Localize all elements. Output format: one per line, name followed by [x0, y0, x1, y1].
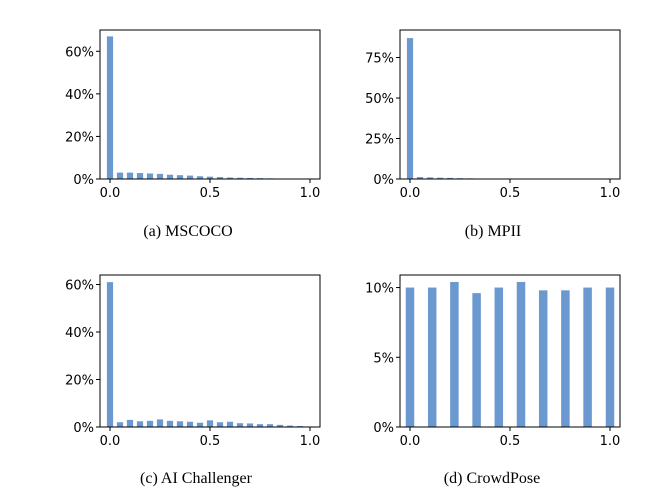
bar	[116, 422, 124, 427]
bar	[226, 421, 234, 427]
bar	[196, 422, 204, 427]
x-tick-label: 0.5	[200, 186, 221, 201]
y-tick-label: 50%	[365, 92, 394, 107]
bar	[156, 419, 164, 427]
bar	[605, 287, 615, 427]
bar	[216, 177, 224, 179]
bar	[583, 287, 592, 427]
subplot-caption: (d) CrowdPose	[444, 470, 540, 487]
subplot-1: 0% 20% 40% 60% 0.0 0.5 1.0 (a) MSCOCO	[65, 29, 321, 240]
y-tick-label: 0%	[373, 421, 394, 436]
plot-frame	[99, 274, 321, 428]
bar	[116, 172, 124, 179]
y-tick-label: 40%	[65, 326, 94, 341]
bar	[166, 174, 174, 179]
bar	[427, 287, 437, 427]
y-tick-label: 20%	[65, 130, 94, 145]
plot-frame	[99, 29, 321, 180]
bar	[186, 421, 194, 427]
bar	[494, 287, 504, 427]
x-tick-label: 1.0	[300, 186, 321, 201]
y-tick-label: 10%	[365, 282, 394, 297]
x-tick-label: 0.0	[100, 434, 121, 449]
bar	[246, 177, 254, 179]
bar	[106, 282, 114, 428]
bar	[561, 290, 570, 427]
bar	[186, 175, 194, 179]
bar	[176, 421, 184, 427]
y-tick-label: 20%	[65, 374, 94, 389]
y-tick-label: 60%	[65, 279, 94, 294]
bar	[276, 424, 284, 427]
bar	[538, 290, 548, 427]
y-tick-label: 5%	[373, 351, 394, 366]
bar	[446, 177, 454, 179]
bar	[176, 175, 184, 179]
y-tick-label: 25%	[365, 133, 394, 148]
subplot-caption: (c) AI Challenger	[140, 470, 253, 487]
bar	[436, 177, 444, 179]
bar	[126, 419, 134, 428]
bar	[106, 36, 114, 179]
y-tick-label: 60%	[65, 45, 94, 60]
y-tick-label: 0%	[73, 173, 94, 188]
y-tick-label: 40%	[65, 88, 94, 103]
y-tick-label: 75%	[365, 52, 394, 67]
bar	[166, 420, 174, 427]
bar	[236, 177, 244, 179]
bar	[146, 173, 154, 179]
subplot-caption: (b) MPII	[465, 223, 521, 240]
bar	[226, 177, 234, 179]
bar	[156, 173, 164, 179]
bar	[246, 423, 254, 427]
x-tick-label: 1.0	[300, 434, 321, 449]
subplot-3: 0% 20% 40% 60% 0.0 0.5 1.0 (c) AI Challenger	[65, 274, 321, 487]
bar	[136, 173, 144, 179]
bar	[472, 293, 481, 427]
bar	[236, 423, 244, 427]
bar	[256, 424, 264, 427]
bar	[416, 177, 424, 179]
x-tick-label: 0.5	[500, 186, 521, 201]
y-tick-label: 0%	[373, 173, 394, 188]
bar	[216, 422, 224, 427]
bar	[206, 420, 214, 427]
bar	[286, 425, 294, 427]
bar	[516, 281, 526, 427]
bar	[405, 287, 415, 427]
subplot-2: 0% 25% 50% 75% 0.0 0.5 1.0 (b) MPII	[365, 29, 621, 240]
bar	[426, 177, 434, 179]
y-tick-label: 0%	[73, 421, 94, 436]
plot-frame	[399, 29, 621, 180]
bar	[206, 176, 214, 179]
bar	[266, 424, 274, 427]
x-tick-label: 1.0	[600, 434, 621, 449]
x-tick-label: 1.0	[600, 186, 621, 201]
bar	[406, 38, 414, 179]
bar	[196, 176, 204, 179]
subplot-4: 0% 5% 10% 0.0 0.5 1.0 (d) CrowdPose	[365, 274, 621, 487]
x-tick-label: 0.0	[400, 186, 421, 201]
subplot-caption: (a) MSCOCO	[143, 223, 232, 240]
x-tick-label: 0.5	[500, 434, 521, 449]
x-tick-label: 0.5	[200, 434, 221, 449]
bar	[450, 281, 459, 427]
x-tick-label: 0.0	[400, 434, 421, 449]
x-tick-label: 0.0	[100, 186, 121, 201]
bar	[126, 172, 134, 179]
bar	[146, 420, 154, 427]
bar	[136, 421, 144, 427]
